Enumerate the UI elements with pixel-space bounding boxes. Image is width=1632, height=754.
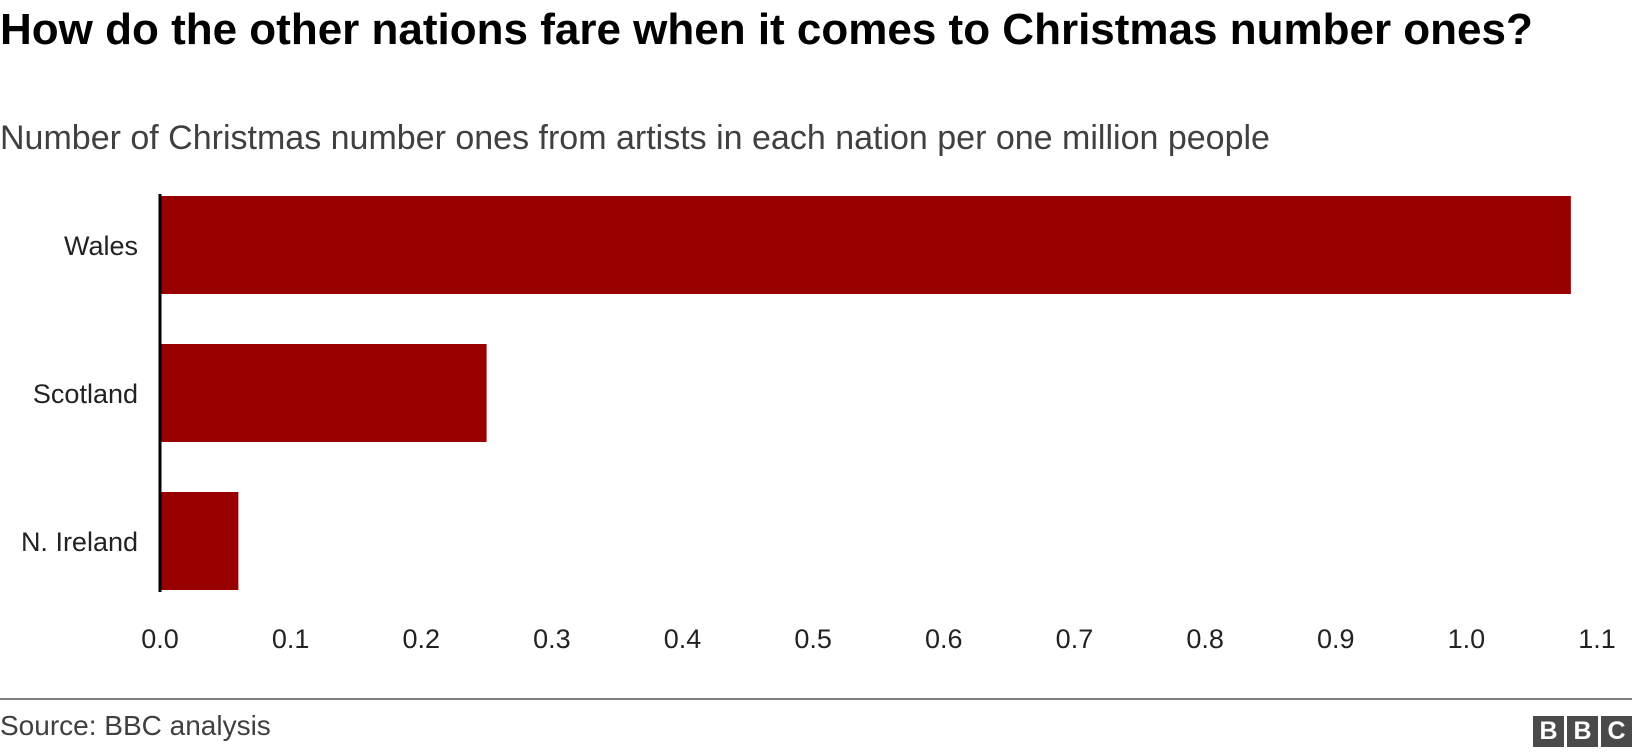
bar-wales [160,196,1571,294]
x-tick-label: 0.3 [533,624,571,654]
x-tick-label: 0.6 [925,624,963,654]
source-note: Source: BBC analysis [0,710,271,741]
category-label: Wales [64,231,138,261]
x-tick-label: 1.0 [1448,624,1486,654]
bbc-logo: B B C [1533,716,1632,747]
x-tick-label: 0.5 [794,624,832,654]
x-tick-labels-group: 0.0 0.1 0.2 0.3 0.4 0.5 0.6 0.7 0.8 0.9 1.0 1.1 [141,624,1616,654]
bar-scotland [160,344,487,442]
x-tick-label: 0.1 [272,624,310,654]
bbc-logo-block: B [1533,716,1564,747]
bars-group [160,196,1571,590]
bbc-logo-block: C [1601,716,1632,747]
category-labels-group: Wales Scotland N. Ireland [21,231,138,557]
footer-divider [0,698,1632,700]
x-tick-label: 0.0 [141,624,179,654]
bar-n-ireland [160,492,239,590]
bbc-logo-block: B [1567,716,1598,747]
x-tick-label: 0.9 [1317,624,1355,654]
x-tick-label: 0.8 [1186,624,1224,654]
category-label: N. Ireland [21,527,138,557]
x-tick-label: 0.2 [402,624,440,654]
category-label: Scotland [33,379,138,409]
chart-subtitle: Number of Christmas number ones from art… [0,119,1270,157]
x-tick-label: 0.7 [1056,624,1094,654]
x-tick-label: 0.4 [664,624,702,654]
x-tick-label: 1.1 [1578,624,1616,654]
chart-title: How do the other nations fare when it co… [0,5,1533,54]
